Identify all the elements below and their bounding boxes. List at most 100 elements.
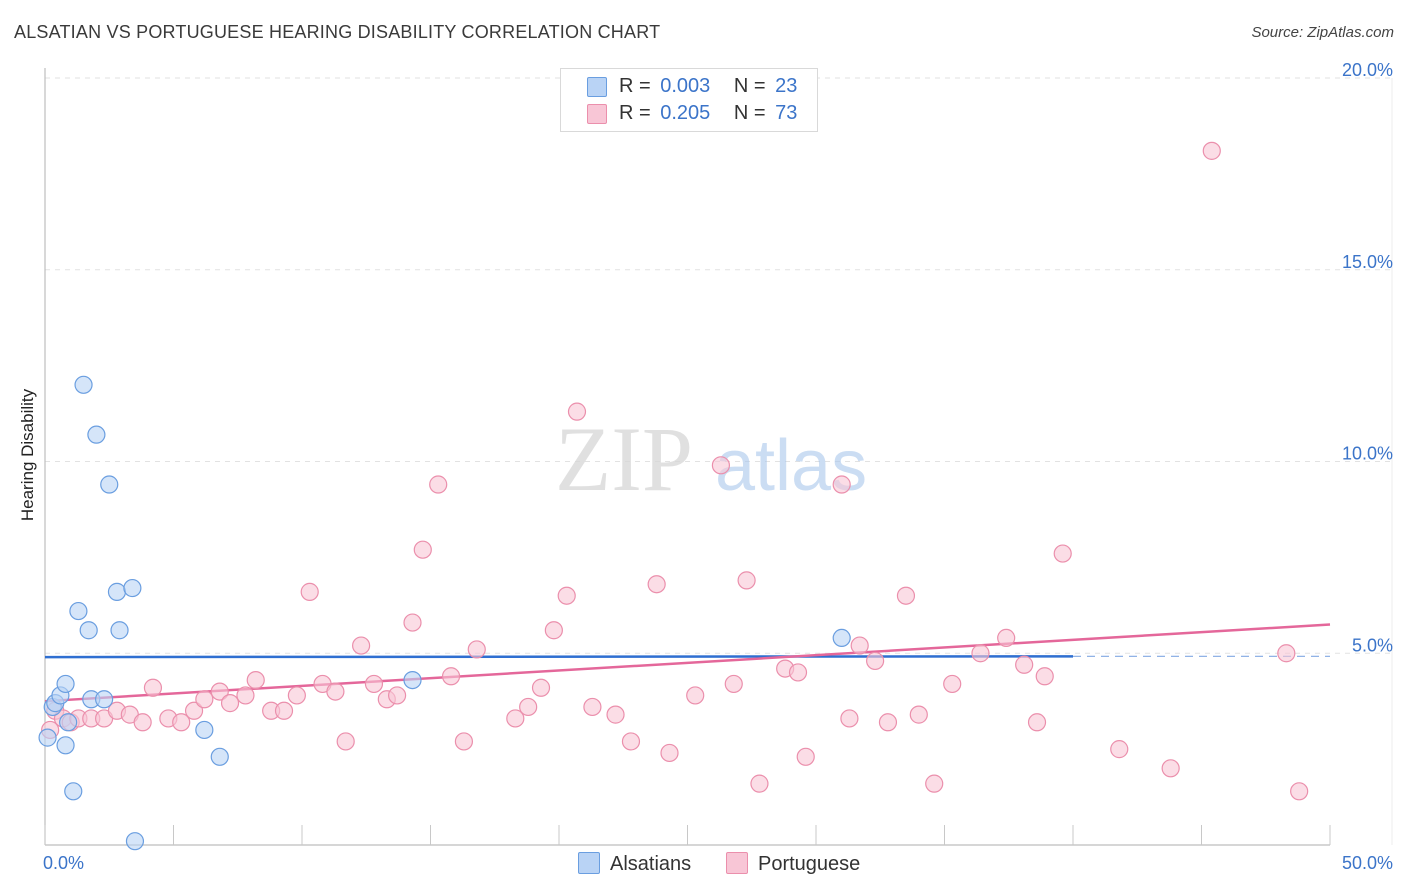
alsatians-point bbox=[95, 690, 114, 709]
alsatians-point bbox=[56, 736, 75, 755]
alsatians-point bbox=[100, 475, 119, 494]
portuguese-point bbox=[971, 644, 990, 663]
portuguese-point bbox=[896, 586, 916, 605]
portuguese-point bbox=[606, 705, 625, 724]
portuguese-point bbox=[172, 713, 191, 732]
portuguese-point bbox=[583, 697, 602, 717]
portuguese-point bbox=[567, 402, 587, 421]
watermark-zip: ZIP bbox=[555, 408, 693, 510]
alsatians-point bbox=[56, 674, 75, 694]
portuguese-point bbox=[1290, 782, 1309, 801]
portuguese-point bbox=[413, 540, 432, 559]
portuguese-point bbox=[866, 651, 885, 671]
y-tick-label: 20.0% bbox=[1342, 60, 1393, 80]
portuguese-point bbox=[1161, 759, 1180, 778]
portuguese-point bbox=[840, 709, 859, 728]
alsatians-point bbox=[38, 728, 57, 747]
portuguese-point bbox=[711, 456, 731, 475]
portuguese-point bbox=[133, 713, 152, 732]
portuguese-point bbox=[1053, 544, 1072, 563]
stats-legend: R = 0.003 N = 23 R = 0.205 N = 73 bbox=[560, 68, 818, 132]
portuguese-point bbox=[1202, 141, 1221, 160]
y-tick-label: 10.0% bbox=[1342, 444, 1393, 464]
portuguese-point bbox=[909, 705, 928, 724]
portuguese-point bbox=[326, 682, 345, 701]
portuguese-trend-line bbox=[44, 623, 1331, 703]
trend-lines bbox=[44, 623, 1331, 703]
portuguese-point bbox=[788, 663, 808, 682]
y-tick-label: 15.0% bbox=[1342, 252, 1393, 272]
alsatians-point bbox=[87, 425, 106, 444]
watermark-atlas: atlas bbox=[715, 426, 867, 506]
legend-portuguese: Portuguese bbox=[726, 852, 860, 876]
alsatians-point bbox=[64, 782, 83, 801]
portuguese-point bbox=[246, 670, 265, 690]
portuguese-point bbox=[557, 586, 576, 605]
portuguese-point bbox=[352, 636, 371, 655]
alsatians-legend-label: Alsatians bbox=[610, 853, 692, 875]
alsatians-trend-line bbox=[44, 655, 1074, 659]
portuguese-point bbox=[1110, 740, 1129, 759]
portuguese-swatch bbox=[587, 104, 607, 124]
portuguese-point bbox=[387, 686, 407, 705]
portuguese-legend-swatch bbox=[726, 852, 748, 874]
chart-title: ALSATIAN VS PORTUGUESE HEARING DISABILIT… bbox=[14, 22, 661, 42]
portuguese-point bbox=[531, 678, 551, 697]
alsatians-point bbox=[74, 375, 93, 394]
alsatians-point bbox=[125, 832, 145, 851]
portuguese-point bbox=[467, 640, 486, 659]
portuguese-point bbox=[429, 475, 448, 494]
portuguese-point bbox=[195, 690, 214, 709]
gridlines bbox=[45, 77, 1392, 654]
portuguese-point bbox=[1015, 655, 1034, 674]
data-points bbox=[38, 141, 1309, 851]
portuguese-point bbox=[287, 686, 306, 705]
portuguese-point bbox=[686, 686, 705, 705]
portuguese-point bbox=[403, 613, 422, 632]
portuguese-point bbox=[336, 732, 355, 751]
portuguese-point bbox=[750, 774, 769, 793]
portuguese-point bbox=[647, 575, 666, 594]
portuguese-point bbox=[364, 674, 384, 694]
portuguese-point bbox=[943, 674, 962, 694]
alsatians-point bbox=[210, 747, 229, 766]
alsatians-point bbox=[79, 621, 98, 640]
portuguese-point bbox=[300, 582, 319, 601]
r-label: R = bbox=[619, 102, 651, 124]
alsatians-point bbox=[832, 628, 851, 648]
n-label: N = bbox=[733, 102, 766, 124]
alsatians-legend-swatch bbox=[578, 852, 600, 874]
portuguese-point bbox=[143, 678, 163, 697]
alsatians-point bbox=[123, 578, 142, 598]
alsatians-point bbox=[59, 713, 78, 732]
axes bbox=[44, 68, 1393, 846]
n-value-portuguese: 73 bbox=[775, 102, 798, 124]
x-tick-label-min: 0.0% bbox=[43, 853, 84, 873]
portuguese-point bbox=[1035, 667, 1054, 686]
portuguese-point bbox=[506, 709, 525, 728]
alsatians-point bbox=[69, 601, 88, 621]
alsatians-point bbox=[107, 582, 127, 601]
portuguese-point bbox=[210, 682, 229, 701]
portuguese-point bbox=[925, 774, 944, 793]
alsatians-point bbox=[110, 621, 129, 640]
portuguese-point bbox=[220, 694, 240, 713]
n-value-alsatians: 23 bbox=[775, 75, 798, 97]
portuguese-point bbox=[621, 732, 641, 751]
r-value-alsatians: 0.003 bbox=[660, 75, 711, 97]
r-label: R = bbox=[619, 75, 651, 97]
portuguese-point bbox=[454, 732, 474, 751]
portuguese-point bbox=[236, 686, 255, 705]
legend-alsatians: Alsatians bbox=[578, 852, 691, 876]
portuguese-point bbox=[737, 571, 756, 590]
source-label: Source: ZipAtlas.com bbox=[1251, 24, 1394, 41]
portuguese-point bbox=[1027, 713, 1047, 732]
portuguese-point bbox=[274, 701, 294, 720]
portuguese-point bbox=[1277, 644, 1296, 663]
portuguese-legend-label: Portuguese bbox=[758, 853, 861, 875]
portuguese-point bbox=[796, 747, 815, 766]
r-value-portuguese: 0.205 bbox=[660, 102, 711, 124]
x-tick-label-max: 50.0% bbox=[1342, 853, 1393, 873]
portuguese-point bbox=[850, 636, 869, 655]
